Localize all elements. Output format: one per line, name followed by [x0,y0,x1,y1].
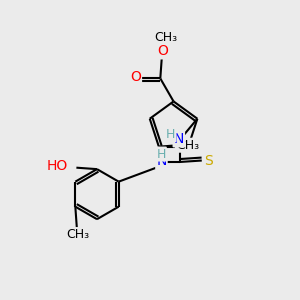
Text: N: N [156,154,167,168]
Text: CH₃: CH₃ [154,31,177,44]
Text: S: S [204,154,213,167]
Text: H: H [166,128,176,141]
Text: HO: HO [46,159,68,173]
Text: N: N [174,132,184,146]
Text: CH₃: CH₃ [67,228,90,241]
Text: O: O [157,44,168,58]
Text: CH₃: CH₃ [176,139,199,152]
Text: H: H [157,148,166,160]
Text: O: O [130,70,141,84]
Text: S: S [185,141,194,155]
